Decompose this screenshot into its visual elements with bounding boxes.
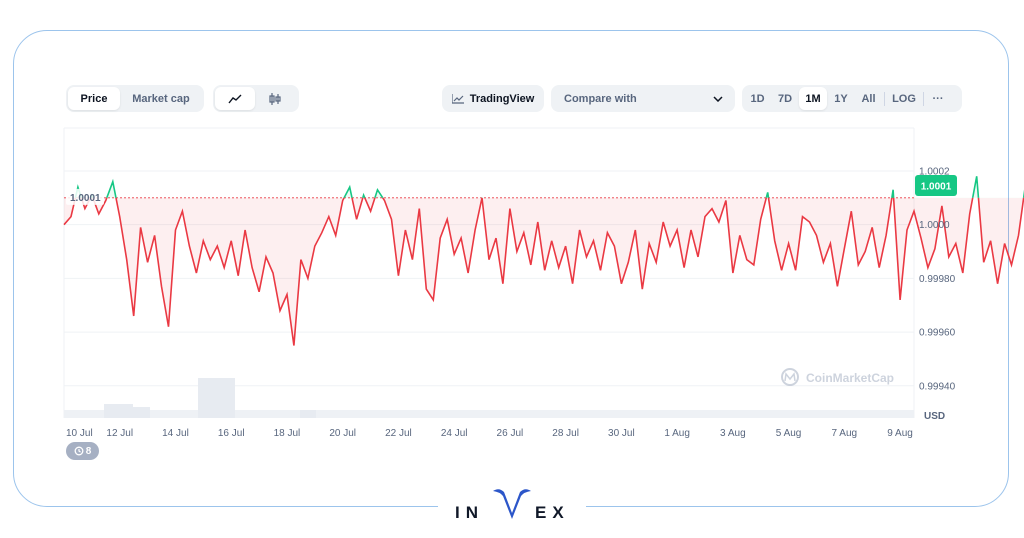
tradingview-button[interactable]: TradingView xyxy=(442,85,544,112)
events-badge[interactable]: 8 xyxy=(66,442,99,460)
y-tick-label: 0.99960 xyxy=(919,328,956,339)
range-1m[interactable]: 1M xyxy=(799,87,827,110)
chart-trend-icon xyxy=(451,93,464,104)
y-tick-label: 0.99940 xyxy=(919,381,956,392)
divider xyxy=(923,91,924,106)
x-tick-label: 10 Jul xyxy=(66,428,93,439)
chevron-down-icon xyxy=(713,95,723,102)
x-tick-label: 5 Aug xyxy=(776,428,802,439)
x-tick-label: 12 Jul xyxy=(106,428,133,439)
y-tick-label: 0.99980 xyxy=(919,274,956,285)
volume-bar xyxy=(104,404,133,418)
coinmarketcap-watermark: CoinMarketCap xyxy=(781,368,894,386)
invex-logo: IN EX xyxy=(455,489,570,522)
current-price-tag: 1.0001 xyxy=(915,175,957,196)
volume-bar xyxy=(128,407,150,418)
chart-style-toggle xyxy=(213,85,299,112)
x-tick-label: 20 Jul xyxy=(329,428,356,439)
range-7d[interactable]: 7D xyxy=(777,92,793,105)
svg-text:EX: EX xyxy=(535,503,570,522)
grid-lines xyxy=(63,127,915,418)
svg-text:1.0001: 1.0001 xyxy=(70,193,101,204)
compare-select[interactable]: Compare with xyxy=(551,85,735,112)
metric-toggle: Price Market cap xyxy=(66,85,204,112)
more-options-button[interactable]: ··· xyxy=(932,92,944,105)
history-icon xyxy=(74,446,84,456)
market-cap-tab[interactable]: Market cap xyxy=(132,92,190,105)
x-tick-label: 24 Jul xyxy=(441,428,468,439)
price-line-down xyxy=(63,197,1024,346)
volume-bar xyxy=(300,410,316,418)
volume-baseline xyxy=(64,410,914,418)
range-all[interactable]: All xyxy=(861,92,876,105)
candlestick-icon[interactable] xyxy=(255,87,295,110)
volume-bar xyxy=(202,384,214,418)
range-1y[interactable]: 1Y xyxy=(834,92,848,105)
area-fill-below xyxy=(64,197,1024,346)
x-tick-label: 18 Jul xyxy=(274,428,301,439)
y-tick-label: 1.0000 xyxy=(919,220,950,231)
range-1d[interactable]: 1D xyxy=(750,92,765,105)
divider xyxy=(884,91,885,106)
volume-bars xyxy=(104,378,316,418)
x-tick-label: 1 Aug xyxy=(664,428,690,439)
x-tick-label: 28 Jul xyxy=(552,428,579,439)
line-chart-icon[interactable] xyxy=(215,87,255,110)
x-tick-label: 26 Jul xyxy=(497,428,524,439)
x-tick-label: 14 Jul xyxy=(162,428,189,439)
events-count: 8 xyxy=(85,445,92,457)
y-tick-label: 1.0002 xyxy=(919,166,950,177)
x-tick-label: 3 Aug xyxy=(720,428,746,439)
tradingview-label: TradingView xyxy=(469,92,535,105)
price-tab[interactable]: Price xyxy=(68,87,120,110)
log-toggle[interactable]: LOG xyxy=(892,92,916,105)
x-tick-label: 7 Aug xyxy=(832,428,858,439)
x-tick-label: 30 Jul xyxy=(608,428,635,439)
x-tick-label: 9 Aug xyxy=(887,428,913,439)
svg-text:1.0001: 1.0001 xyxy=(921,182,952,193)
reference-label: 1.0001 xyxy=(66,188,104,205)
currency-label: USD xyxy=(924,411,945,422)
range-selector: 1D 7D 1M 1Y All LOG ··· xyxy=(742,85,962,112)
x-tick-label: 22 Jul xyxy=(385,428,412,439)
logo-gap xyxy=(438,500,586,516)
compare-label: Compare with xyxy=(564,92,637,105)
svg-text:IN: IN xyxy=(455,503,484,522)
x-tick-label: 16 Jul xyxy=(218,428,245,439)
svg-text:CoinMarketCap: CoinMarketCap xyxy=(806,371,894,385)
